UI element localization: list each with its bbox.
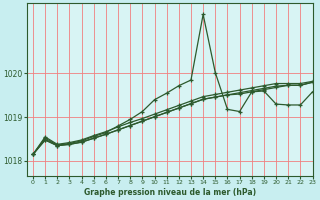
X-axis label: Graphe pression niveau de la mer (hPa): Graphe pression niveau de la mer (hPa)	[84, 188, 256, 197]
